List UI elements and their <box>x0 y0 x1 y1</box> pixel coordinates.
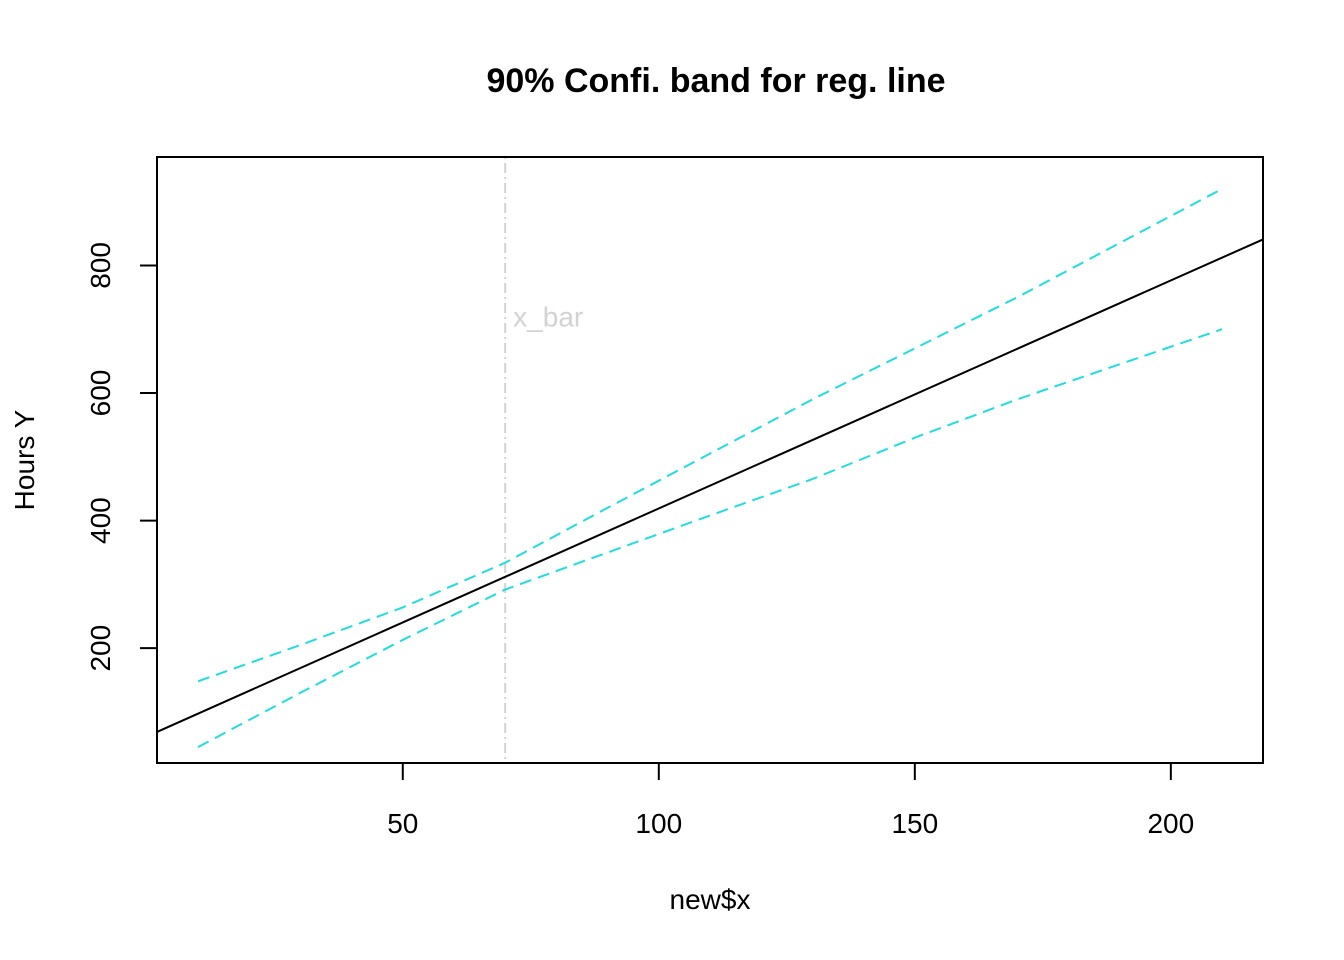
y-axis: 200 400 600 800 <box>85 242 157 672</box>
series-line-lower <box>197 328 1223 748</box>
y-tick-label: 400 <box>85 497 116 544</box>
y-tick-label: 800 <box>85 242 116 289</box>
y-tick-label: 200 <box>85 625 116 672</box>
x-tick-label: 50 <box>387 808 418 839</box>
chart-title: 90% Confi. band for reg. line <box>486 62 945 100</box>
y-axis-label: Hours Y <box>9 409 40 510</box>
x-tick-label: 150 <box>891 808 938 839</box>
reference-line-label: x_bar <box>513 301 583 332</box>
series-line-upper <box>197 188 1223 683</box>
x-tick-label: 200 <box>1147 808 1194 839</box>
series-line-fit <box>156 238 1264 733</box>
x-tick-label: 100 <box>635 808 682 839</box>
y-tick-label: 600 <box>85 370 116 417</box>
x-axis-label: new$x <box>670 884 751 915</box>
plot-area: x_bar <box>156 157 1264 763</box>
x-axis: 50 100 150 200 <box>387 763 1194 839</box>
plot-frame <box>156 156 1264 764</box>
